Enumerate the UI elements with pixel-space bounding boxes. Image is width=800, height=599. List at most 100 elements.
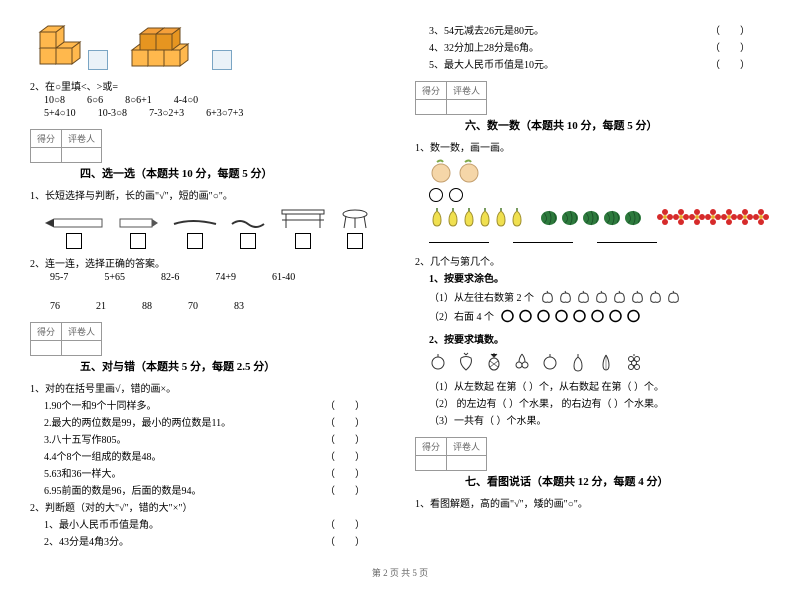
tf-paren[interactable]: （ ）: [325, 448, 365, 463]
cmp-item: 6○6: [87, 95, 103, 106]
q62-line-b: （2）右面 4 个: [429, 308, 770, 323]
cmp-item: 8○6+1: [125, 95, 152, 106]
tf1-list: 1.90个一和9个十同样多。（ ）2.最大的两位数是99，最小的两位数是11。（…: [30, 397, 385, 497]
expr: 74+9: [215, 272, 236, 283]
q62-text-a: （1）从左往右数第 2 个: [429, 289, 534, 304]
cherry-outline-icon: [513, 352, 531, 372]
cube-group-1: [30, 20, 108, 70]
answer-box[interactable]: [187, 233, 203, 249]
circle-outline-icon: [518, 308, 533, 323]
circle-outline-icon: [536, 308, 551, 323]
peach-outline-icon: [597, 352, 615, 372]
sec7-title: 七、看图说话（本题共 12 分，每题 4 分）: [465, 473, 770, 489]
cmp-item: 10○8: [44, 95, 65, 106]
tf-text: 1、最小人民币币值是角。: [44, 516, 159, 531]
sec6-q2-1: 1、按要求涂色。: [429, 270, 770, 285]
tf-paren[interactable]: （ ）: [325, 516, 365, 531]
score-label: 得分: [31, 130, 62, 148]
peach-icon: [457, 158, 481, 184]
ans: 83: [234, 301, 244, 312]
cmp-item: 4-4○0: [174, 95, 198, 106]
pear-icon: [461, 206, 477, 228]
bench-item: [278, 208, 328, 249]
circle-outline-icon: [554, 308, 569, 323]
tftop-list: 3、54元减去26元是80元。（ ）4、32分加上28分是6角。（ ）5、最大人…: [415, 22, 770, 71]
score-table: 得分评卷人: [30, 129, 102, 163]
tf-paren[interactable]: （ ）: [325, 533, 365, 548]
tf-row: 5.63和36一样大。（ ）: [44, 465, 385, 480]
tf-row: 2.最大的两位数是99，最小的两位数是11。（ ）: [44, 414, 385, 429]
pear-icon: [429, 206, 445, 228]
answer-box[interactable]: [347, 233, 363, 249]
pear-icon: [445, 206, 461, 228]
expr: 95-7: [50, 272, 68, 283]
compare-row-2: 5+4○10 10-3○8 7-3○2+3 6+3○7+3: [44, 108, 385, 119]
flower-icon: [753, 209, 769, 225]
tf2-list: 1、最小人民币币值是角。 （ ） 2、43分是4角3分。 （ ）: [30, 516, 385, 548]
stool-icon: [340, 208, 370, 230]
page-container: 2、在○里填<、>或= 10○8 6○6 8○6+1 4-4○0 5+4○10 …: [30, 20, 770, 550]
tf-text: 4、32分加上28分是6角。: [429, 39, 539, 54]
apple-icon: [558, 289, 573, 304]
long-short-items: [44, 208, 385, 249]
answer-underline[interactable]: [513, 232, 573, 243]
tf-text: 2、43分是4角3分。: [44, 533, 129, 548]
cmp-item: 6+3○7+3: [206, 108, 243, 119]
tf-paren[interactable]: （ ）: [325, 482, 365, 497]
pineapple-outline-icon: [485, 352, 503, 372]
apple-icon: [540, 289, 555, 304]
tf-paren[interactable]: （ ）: [710, 56, 750, 71]
expr: 82-6: [161, 272, 179, 283]
fill-line-3: （3）一共有（ ）个水果。: [429, 412, 770, 427]
pear-icon: [509, 206, 525, 228]
apple-icon: [612, 289, 627, 304]
grader-label: 评卷人: [447, 82, 487, 100]
answer-box[interactable]: [295, 233, 311, 249]
tf-paren[interactable]: （ ）: [325, 465, 365, 480]
answer-box[interactable]: [66, 233, 82, 249]
tf-paren[interactable]: （ ）: [710, 39, 750, 54]
stool-item: [340, 208, 370, 249]
answer-underline[interactable]: [429, 232, 489, 243]
cubes-icon-1: [30, 20, 82, 70]
tf-paren[interactable]: （ ）: [325, 414, 365, 429]
sec6-title: 六、数一数（本题共 10 分，每题 5 分）: [465, 117, 770, 133]
cmp-item: 10-3○8: [98, 108, 127, 119]
flower-icon: [689, 209, 705, 225]
peach-row: [429, 158, 770, 184]
fill-line-1: （1）从左数起 在第（ ）个，从右数起 在第（ ）个。: [429, 378, 770, 393]
tf-text: 3.八十五写作805。: [44, 431, 127, 446]
fill-line-2: （2） 的左边有（ ）个水果， 的右边有（ ）个水果。: [429, 395, 770, 410]
score-table: 得分评卷人: [415, 81, 487, 115]
apple-icon: [648, 289, 663, 304]
underline-row: [429, 232, 770, 243]
melon-icon: [623, 207, 643, 227]
blank-box: [88, 50, 108, 70]
circle-outline-icon: [626, 308, 641, 323]
tf-text: 4.4个8个一组成的数是48。: [44, 448, 162, 463]
crayon-icon: [116, 216, 160, 230]
answer-box[interactable]: [240, 233, 256, 249]
cubes-row: [30, 20, 385, 70]
tf-paren[interactable]: （ ）: [325, 431, 365, 446]
apple-row-a: [540, 289, 681, 304]
pear-icon: [493, 206, 509, 228]
cube-group-2: [128, 26, 232, 70]
sec7-q1: 1、看图解题，高的画"√"，矮的画"○"。: [415, 495, 770, 510]
answer-underline[interactable]: [597, 232, 657, 243]
cmp-item: 7-3○2+3: [149, 108, 184, 119]
grader-label: 评卷人: [447, 438, 487, 456]
sec4-q1: 1、长短选择与判断，长的画"√"，短的画"○"。: [30, 187, 385, 202]
answer-box[interactable]: [130, 233, 146, 249]
page-footer: 第 2 页 共 5 页: [30, 566, 770, 579]
q62-text-b: （2）右面 4 个: [429, 308, 494, 323]
tf-paren[interactable]: （ ）: [325, 397, 365, 412]
score-table: 得分评卷人: [415, 437, 487, 471]
circle-icon: [449, 188, 463, 202]
ans: 21: [96, 301, 106, 312]
tf-paren[interactable]: （ ）: [710, 22, 750, 37]
curve-icon: [230, 216, 266, 230]
circle-outline-icon: [500, 308, 515, 323]
ans-row: 76 21 88 70 83: [50, 301, 385, 312]
score-label: 得分: [416, 82, 447, 100]
